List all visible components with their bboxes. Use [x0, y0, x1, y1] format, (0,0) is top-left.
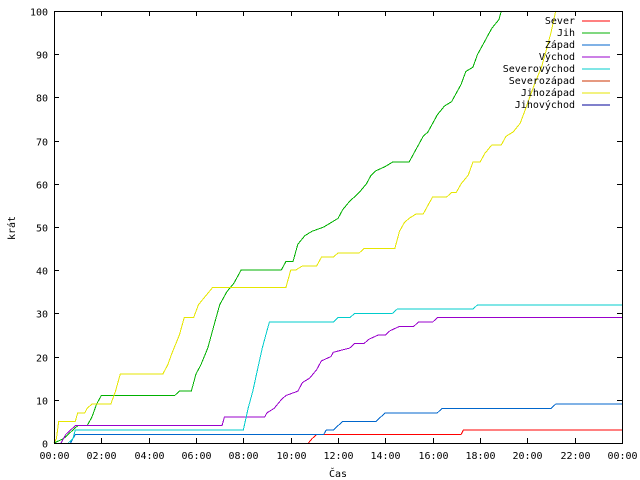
legend-label: Jih: [557, 28, 575, 39]
series-line-7: [53, 10, 557, 444]
x-tick-label: 02:00: [86, 451, 116, 462]
y-tick-label: 50: [36, 224, 48, 235]
y-axis-title: krát: [6, 216, 18, 240]
legend-label: Východ: [539, 51, 575, 63]
x-tick-label: 10:00: [276, 451, 306, 462]
legend-label: Severovýchod: [503, 63, 575, 75]
y-tick-label: 70: [36, 138, 48, 149]
x-tick-label: 16:00: [418, 451, 448, 462]
series-lines: [53, 10, 622, 444]
x-tick-label: 04:00: [134, 451, 164, 462]
x-tick-label: 00:00: [39, 451, 69, 462]
x-tick-label: 12:00: [323, 451, 353, 462]
x-tick-label: 06:00: [181, 451, 211, 462]
y-tick-label: 30: [36, 310, 48, 321]
x-tick-label: 18:00: [465, 451, 495, 462]
axis-ticks: [54, 11, 623, 444]
legend-label: Jihozápad: [521, 87, 575, 99]
legend-label: Sever: [545, 16, 575, 27]
x-tick-label: 14:00: [370, 451, 400, 462]
axis-tick-labels: 00:00 02:00 04:00 06:00 08:00 10:00 12:00 14:00…: [30, 8, 638, 463]
x-axis-title: Čas: [329, 467, 347, 480]
x-tick-label: 20:00: [512, 451, 542, 462]
x-tick-label: 00:00: [607, 451, 637, 462]
series-line-2: [53, 10, 502, 444]
y-tick-label: 60: [36, 181, 48, 192]
series-line-1: [308, 429, 622, 444]
y-tick-label: 80: [36, 94, 48, 105]
y-tick-label: 90: [36, 51, 48, 62]
y-tick-label: 20: [36, 354, 48, 365]
y-tick-label: 40: [36, 267, 48, 278]
legend-label: Jihovýchod: [515, 99, 575, 111]
series-line-4: [60, 317, 622, 444]
y-tick-label: 10: [36, 397, 48, 408]
legend: SeverJihZápadVýchodSeverovýchodSeverozáp…: [503, 16, 610, 111]
x-tick-label: 22:00: [560, 451, 590, 462]
y-tick-label: 0: [42, 440, 48, 451]
series-line-5: [67, 304, 622, 444]
y-tick-label: 100: [30, 8, 48, 19]
plot-frame: [54, 11, 623, 444]
x-tick-label: 08:00: [228, 451, 258, 462]
legend-label: Severozápad: [509, 75, 575, 87]
series-line-3: [70, 403, 622, 444]
legend-label: Západ: [545, 39, 575, 51]
